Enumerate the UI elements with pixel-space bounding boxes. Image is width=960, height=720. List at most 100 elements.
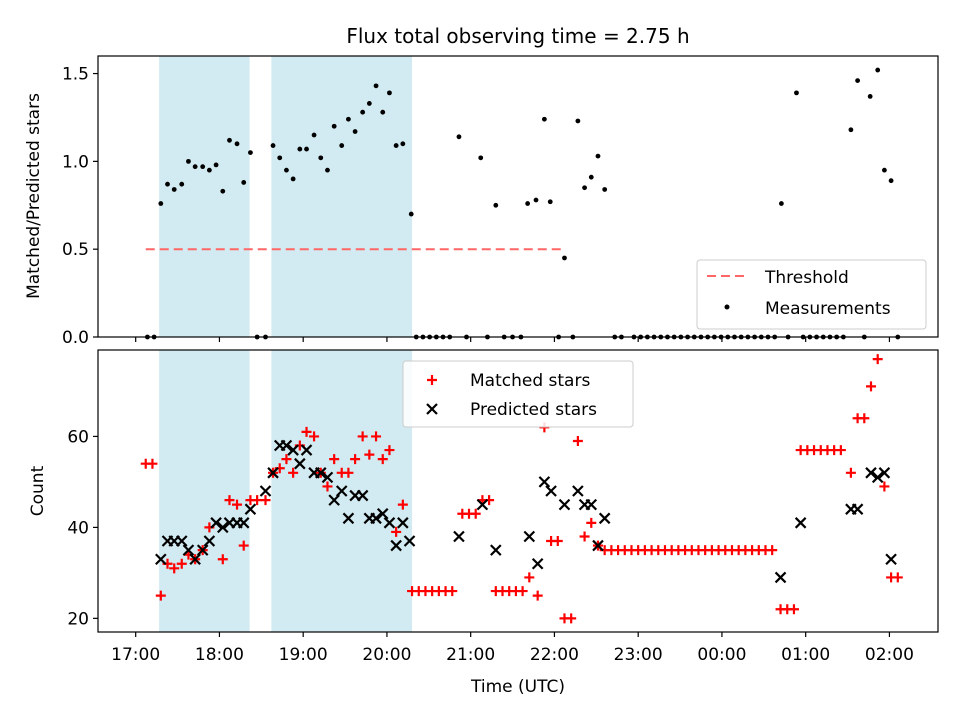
measurement-point (192, 164, 198, 170)
measurement-point (547, 199, 553, 205)
measurement-point (882, 167, 887, 173)
predicted-star-point (794, 517, 807, 529)
measurement-point (867, 93, 873, 99)
legend-predicted-marker (426, 403, 438, 415)
y-tick-label: 40 (67, 518, 89, 538)
measurement-point (456, 134, 462, 140)
matched-star-point (232, 499, 243, 510)
y-tick-label: 0.5 (62, 240, 89, 260)
measurement-point (582, 185, 587, 191)
chart-title: Flux total observing time = 2.75 h (346, 24, 689, 48)
measurement-point (588, 174, 594, 180)
predicted-star-point (376, 507, 389, 520)
predicted-star-point (342, 512, 355, 525)
measurement-point (595, 153, 601, 159)
top-x-ticks (135, 337, 891, 342)
measurement-point (366, 101, 372, 106)
predicted-star-point (182, 544, 195, 556)
top-shaded-intervals (159, 56, 413, 337)
matched-star-point (391, 526, 402, 537)
matched-star-point (350, 454, 361, 465)
predicted-star-point (314, 467, 327, 479)
legend-matched-glyph (427, 375, 437, 385)
predicted-star-point (490, 544, 502, 556)
measurement-point (158, 201, 164, 206)
matched-star-point (224, 495, 235, 506)
measurement-point (855, 78, 861, 83)
predicted-star-point (538, 476, 551, 488)
measurement-point (290, 176, 296, 182)
shaded-interval (271, 56, 413, 337)
predicted-star-point (390, 539, 402, 552)
bottom-shaded-intervals (159, 350, 413, 632)
predicted-star-point (189, 553, 201, 566)
x-tick-label: 23:00 (614, 645, 663, 665)
predicted-star-point (175, 535, 188, 547)
measurement-point (297, 146, 303, 152)
legend-measurements-label: Measurements (765, 299, 891, 319)
matched-star-point (835, 445, 846, 456)
measurement-point (311, 132, 317, 138)
measurement-point (575, 118, 581, 124)
measurement-point (241, 180, 247, 185)
measurement-point (875, 67, 881, 73)
matched-star-point (879, 481, 890, 492)
predicted-star-point (237, 517, 250, 529)
measurement-point (200, 164, 206, 170)
legend-threshold-label: Threshold (764, 268, 849, 288)
predicted-star-point (585, 498, 598, 511)
x-tick-label: 02:00 (865, 645, 914, 665)
predicted-star-point (403, 535, 416, 547)
measurement-point (339, 143, 345, 148)
x-axis-label: Time (UTC) (470, 677, 565, 697)
matched-star-point (155, 590, 166, 601)
measurement-point (179, 181, 185, 187)
shaded-interval (159, 56, 250, 337)
matched-star-point (364, 449, 375, 460)
matched-star-point (586, 517, 597, 528)
measurement-point (380, 109, 386, 115)
legend-predicted-glyph (426, 403, 438, 415)
predicted-star-point (558, 498, 571, 511)
measurement-point (373, 83, 379, 89)
legend-predicted-label: Predicted stars (470, 400, 597, 420)
x-tick-label: 19:00 (279, 645, 328, 665)
measurement-point (284, 167, 289, 173)
bottom-legend: Matched stars Predicted stars (402, 360, 634, 428)
measurement-point (888, 178, 894, 184)
measurement-points (145, 67, 901, 340)
matched-star-point (384, 445, 395, 456)
measurement-point (227, 137, 232, 143)
matched-star-point (866, 381, 877, 392)
measurement-point (213, 162, 219, 168)
predicted-star-point (885, 553, 897, 566)
matched-star-point (329, 454, 340, 465)
predicted-star-point (203, 535, 216, 547)
matched-star-point (470, 508, 481, 519)
matched-star-point (322, 481, 333, 492)
measurement-point (171, 187, 177, 192)
matched-star-point (845, 467, 856, 478)
y-tick-label: 0.0 (62, 328, 89, 348)
measurement-point (304, 146, 309, 152)
legend-matched-marker (427, 375, 437, 385)
matched-star-point (343, 467, 354, 478)
predicted-star-point (294, 457, 306, 470)
measurement-point (400, 141, 406, 147)
measurement-point (234, 141, 240, 147)
predicted-star-point (196, 544, 209, 556)
predicted-star-point (598, 512, 611, 525)
predicted-star-point (545, 485, 557, 497)
matched-star-point (252, 495, 263, 506)
matched-star-point (552, 536, 563, 547)
x-tick-label: 20:00 (362, 645, 411, 665)
matched-star-point (281, 454, 292, 465)
predicted-star-point (851, 503, 864, 515)
x-tick-label: 21:00 (446, 645, 495, 665)
x-tick-label: 00:00 (697, 645, 746, 665)
measurement-point (478, 155, 484, 161)
predicted-star-point (328, 494, 340, 506)
x-tick-label: 01:00 (781, 645, 830, 665)
matched-star-point (517, 586, 528, 597)
measurement-point (346, 116, 351, 122)
